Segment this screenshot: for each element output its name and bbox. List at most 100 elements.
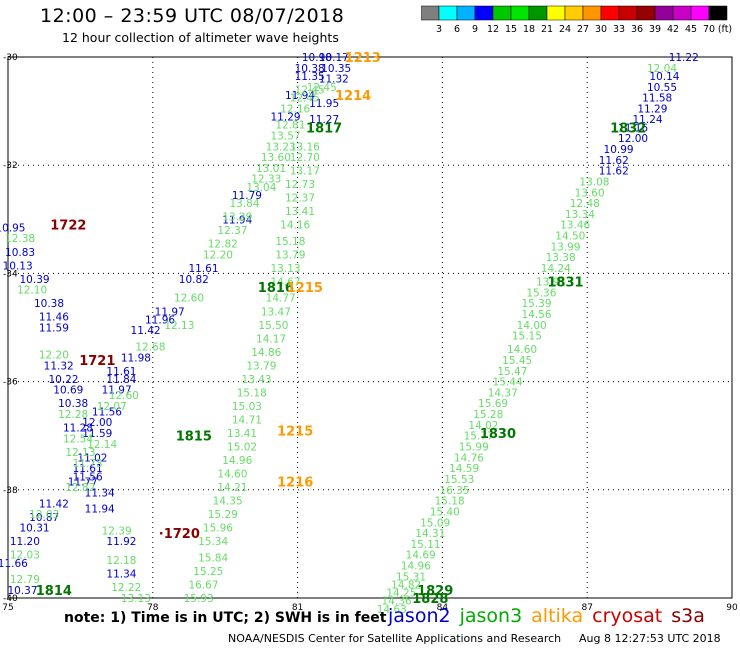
pass-time-label: 1817 (306, 121, 342, 136)
swh-value: 11.79 (232, 190, 262, 202)
swh-value: 11.34 (85, 488, 115, 500)
swh-value: 14.60 (507, 344, 537, 356)
timestamp-text: Aug 8 12:27:53 UTC 2018 (579, 632, 721, 645)
swh-value: 13.46 (560, 220, 590, 232)
swh-value: 11.32 (44, 360, 74, 372)
scale-label: 18 (523, 24, 535, 34)
swh-value: 12.18 (106, 555, 136, 567)
swh-value: 10.37 (7, 585, 37, 597)
swh-value: 13.60 (575, 187, 605, 199)
swh-value: 11.84 (106, 374, 136, 386)
swh-value: 14.76 (454, 452, 484, 464)
swh-value: 11.58 (642, 93, 672, 105)
pass-time-label: 1816 (258, 281, 294, 296)
swh-value: 10.38 (295, 63, 325, 75)
pass-time-label: 1215 (277, 424, 313, 439)
lat-label: -34 (3, 269, 18, 279)
swh-value: 14.50 (555, 231, 585, 243)
swh-value: 12.81 (275, 120, 305, 132)
swh-value: 15.44 (493, 377, 523, 389)
swh-value: 11.66 (0, 558, 28, 570)
swh-value: 11.59 (82, 428, 112, 440)
swh-value: 11.94 (85, 504, 115, 516)
swh-value: 10.17 (319, 52, 349, 64)
swh-value: 11.29 (271, 112, 301, 124)
pass-time-label: 1830 (480, 427, 516, 442)
swh-value: 13.79 (275, 249, 305, 261)
scale-label: 30 (595, 24, 607, 34)
scale-label: 24 (559, 24, 571, 34)
swh-value: 12.48 (570, 198, 600, 210)
swh-value: 13.23 (266, 141, 296, 153)
swh-value: 15.53 (444, 474, 474, 486)
swh-value: 11.56 (73, 471, 103, 483)
swh-value: 12.73 (285, 179, 315, 191)
swh-value: 14.16 (280, 220, 310, 232)
swh-value: 10.82 (179, 274, 209, 286)
swh-value: 11.94 (222, 214, 252, 226)
swh-value: 13.57 (271, 130, 301, 142)
swh-value: 15.39 (521, 298, 551, 310)
scale-label: 39 (649, 24, 661, 34)
map-frame (7, 56, 733, 599)
swh-value: 11.20 (10, 536, 40, 548)
swh-value: 11.24 (633, 114, 663, 126)
swh-value: 11.97 (102, 385, 132, 397)
swh-value: 14.67 (271, 277, 301, 289)
swh-value: 10.14 (649, 71, 679, 83)
map-title: 12:00 – 23:59 UTC 08/07/2018 (40, 5, 345, 27)
swh-value: 12.33 (251, 174, 281, 186)
lat-label: -30 (3, 53, 18, 63)
scale-label: 21 (541, 24, 553, 34)
swh-value: 12.37 (285, 193, 315, 205)
swh-value: 14.00 (517, 320, 547, 332)
pass-time-label: 1721 (79, 354, 115, 369)
swh-value: 12.45 (290, 93, 320, 105)
swh-value: 13.84 (229, 198, 259, 210)
swh-value: 13.38 (546, 252, 576, 264)
swh-value: 11.02 (77, 452, 107, 464)
lon-label: 90 (726, 603, 738, 613)
swh-value: 14.96 (222, 455, 252, 467)
swh-value: 10.38 (58, 398, 88, 410)
lat-label: -40 (3, 594, 18, 604)
swh-value: 15.28 (473, 409, 503, 421)
swh-value: 15.77 (464, 431, 494, 443)
color-scale-legend: 3 6 9 12 15 18 21 24 27 30 33 36 39 42 45 70 (ft) (421, 5, 732, 34)
swh-value: 14.02 (468, 420, 498, 432)
swh-value: 13.17 (290, 166, 320, 178)
swh-value: 11.94 (285, 90, 315, 102)
swh-value: 15.02 (227, 442, 257, 454)
swh-value: 14.31 (415, 528, 445, 540)
swh-value: 15.40 (430, 506, 460, 518)
swh-value: 12.82 (65, 482, 95, 494)
swh-value: 14.69 (406, 550, 436, 562)
swh-value: 12.16 (280, 103, 310, 115)
swh-value: 15.25 (193, 566, 223, 578)
swh-value: 14.36 (382, 596, 412, 608)
swh-value: 16.67 (188, 579, 218, 591)
swh-value: 11.96 (145, 314, 175, 326)
swh-value: 16.35 (439, 485, 469, 497)
swh-value: 15.18 (237, 387, 267, 399)
scale-label: 6 (454, 24, 460, 34)
swh-value: 12.10 (17, 285, 47, 297)
swh-value: 11.46 (39, 312, 69, 324)
swh-value: 14.59 (449, 463, 479, 475)
pass-time-label: 1216 (277, 476, 313, 491)
swh-value: 12.39 (102, 525, 132, 537)
swh-value: 11.73 (73, 458, 103, 470)
swh-value: 12.45 (295, 84, 325, 96)
swh-value: 11.61 (188, 263, 218, 275)
swh-value: 13.60 (261, 152, 291, 164)
pass-time-label: 1215 (287, 281, 323, 296)
swh-value: 14.60 (217, 469, 247, 481)
swh-value: 10.31 (20, 523, 50, 535)
swh-value: 13.13 (271, 263, 301, 275)
swh-value: 14.82 (391, 579, 421, 591)
swh-value: 15.99 (459, 442, 489, 454)
swh-value: 13.29 (222, 212, 252, 224)
swh-value: 10.83 (5, 247, 35, 259)
pass-time-label: 1828 (412, 592, 448, 607)
legend-s3a: s3a (671, 605, 705, 627)
